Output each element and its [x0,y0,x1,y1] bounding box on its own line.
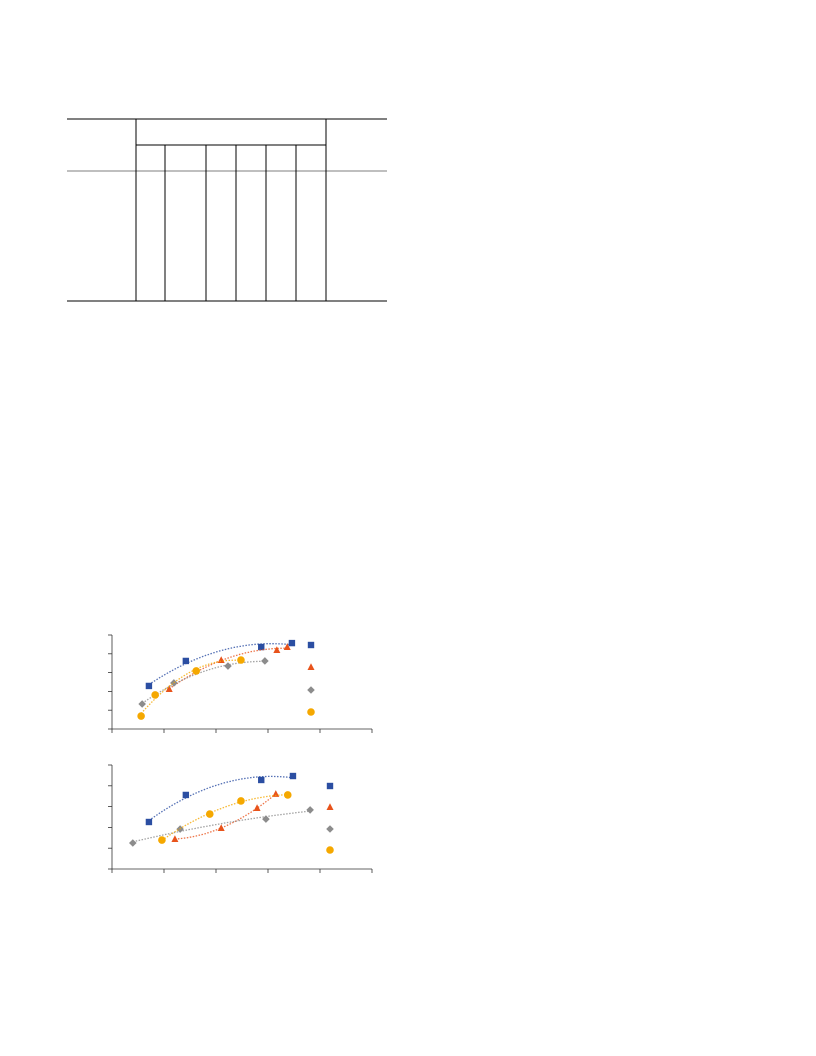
data-point [253,804,261,812]
legend-marker [326,803,334,810]
trendline [141,660,265,704]
data-point [273,646,281,654]
data-point [283,643,291,651]
legend-marker [326,825,334,833]
data-point [145,682,153,690]
trendline [140,659,242,715]
trendline [148,643,292,686]
data-point [258,776,265,784]
data-point [217,824,225,832]
data-point [261,657,269,665]
data-point [205,810,214,818]
data-point [137,712,145,720]
trendline [174,793,277,840]
data-point [145,818,153,826]
trendline [132,810,311,843]
data-point [258,643,265,651]
trendline [168,647,288,690]
data-point [224,662,232,670]
data-point [289,772,297,780]
data-point [138,700,146,708]
data-point [306,806,314,814]
trendline [148,775,294,822]
table [67,118,387,302]
data-point [151,691,159,699]
data-point [182,657,190,665]
legend-marker [326,846,334,854]
legend-marker [307,663,315,670]
data-point [192,667,201,675]
data-point [182,791,190,799]
trendline [161,794,288,841]
data-point [262,815,270,823]
data-point [288,639,296,647]
data-point [272,790,280,797]
data-point [237,656,245,664]
data-point [237,797,245,805]
legend-marker [307,708,315,716]
data-point [217,656,225,664]
data-point [165,685,173,692]
data-point [158,836,166,844]
legend-marker [326,782,334,790]
legend-marker [307,686,315,694]
data-point [171,835,179,843]
data-point [129,839,137,847]
legend-marker [307,641,315,649]
data-point [283,791,292,799]
